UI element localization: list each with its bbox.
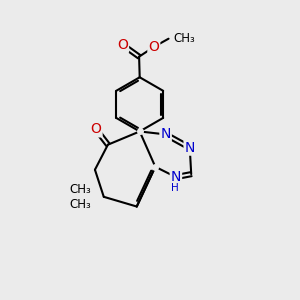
- Text: N: N: [184, 141, 195, 154]
- Text: CH₃: CH₃: [173, 32, 195, 45]
- Text: O: O: [91, 122, 102, 136]
- Text: H: H: [171, 183, 179, 193]
- Text: N: N: [171, 170, 181, 184]
- Text: CH₃: CH₃: [70, 183, 92, 196]
- Text: CH₃: CH₃: [70, 198, 92, 211]
- Text: O: O: [148, 40, 159, 54]
- Text: N: N: [160, 128, 171, 141]
- Text: O: O: [117, 38, 128, 52]
